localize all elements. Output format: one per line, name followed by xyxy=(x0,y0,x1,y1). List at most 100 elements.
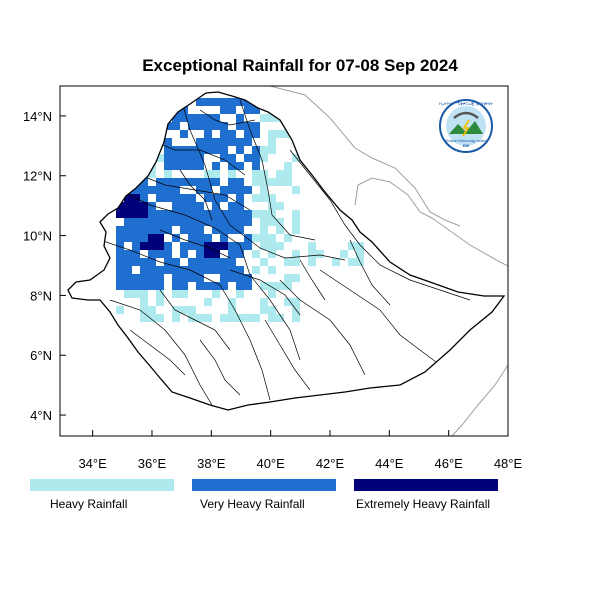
rainfall-cell xyxy=(156,178,164,186)
rainfall-cell xyxy=(292,250,300,258)
rainfall-cell xyxy=(236,146,244,154)
rainfall-cell xyxy=(140,266,148,274)
rainfall-cell xyxy=(212,282,220,290)
rainfall-cell xyxy=(148,218,156,226)
rainfall-cell xyxy=(156,298,164,306)
rainfall-cell xyxy=(212,266,220,274)
rainfall-cell xyxy=(124,210,132,218)
rainfall-cell xyxy=(220,314,228,322)
rainfall-cell xyxy=(180,130,188,138)
rainfall-cell xyxy=(164,186,172,194)
rainfall-cell xyxy=(188,274,196,282)
rainfall-cell xyxy=(292,210,300,218)
rainfall-cell xyxy=(188,242,196,250)
rainfall-cell xyxy=(252,210,260,218)
rainfall-cell xyxy=(148,226,156,234)
rainfall-cell xyxy=(116,234,124,242)
rainfall-cell xyxy=(124,194,132,202)
rainfall-cell xyxy=(156,250,164,258)
rainfall-cell xyxy=(164,210,172,218)
rainfall-cell xyxy=(284,274,292,282)
rainfall-cell xyxy=(132,218,140,226)
rainfall-cell xyxy=(268,290,276,298)
rainfall-cell xyxy=(188,306,196,314)
rainfall-cell xyxy=(252,154,260,162)
rainfall-cell xyxy=(292,98,300,106)
rainfall-cell xyxy=(204,146,212,154)
rainfall-cell xyxy=(244,130,252,138)
rainfall-cell xyxy=(196,258,204,266)
rainfall-cell xyxy=(156,242,164,250)
ethiopia-border xyxy=(67,91,506,411)
rainfall-cell xyxy=(260,186,268,194)
rainfall-cell xyxy=(276,202,284,210)
rainfall-cell xyxy=(116,306,124,314)
region-line xyxy=(99,239,271,401)
region-line xyxy=(179,94,346,261)
rainfall-cell xyxy=(164,170,172,178)
rainfall-cell xyxy=(260,306,268,314)
rainfall-cell xyxy=(132,290,140,298)
rainfall-cell xyxy=(220,146,228,154)
lon-tick-label: 42°E xyxy=(316,456,345,471)
rainfall-cell xyxy=(212,290,220,298)
rainfall-cell xyxy=(244,234,252,242)
rainfall-cell xyxy=(116,138,124,146)
rainfall-cell xyxy=(356,250,364,258)
rainfall-cell xyxy=(308,242,316,250)
rainfall-cell xyxy=(276,218,284,226)
rainfall-cell xyxy=(212,202,220,210)
lon-tick-label: 46°E xyxy=(434,456,463,471)
rainfall-cell xyxy=(260,170,268,178)
rainfall-cell xyxy=(156,98,164,106)
rainfall-cell xyxy=(116,226,124,234)
rainfall-cell xyxy=(116,266,124,274)
rainfall-cell xyxy=(228,274,236,282)
rainfall-cell xyxy=(252,178,260,186)
rainfall-cell xyxy=(180,202,188,210)
rainfall-cell xyxy=(124,98,132,106)
rainfall-cell xyxy=(268,194,276,202)
rainfall-cell xyxy=(260,298,268,306)
rainfall-cell xyxy=(132,242,140,250)
rainfall-cell xyxy=(236,314,244,322)
rainfall-cell xyxy=(180,154,188,162)
rainfall-cell xyxy=(164,266,172,274)
somaliland-border xyxy=(431,217,508,267)
rainfall-cell xyxy=(260,98,268,106)
rainfall-cell xyxy=(236,282,244,290)
rainfall-cell xyxy=(172,154,180,162)
rainfall-cell xyxy=(204,314,212,322)
rainfall-cell xyxy=(308,258,316,266)
rainfall-cell xyxy=(172,114,180,122)
rainfall-cell xyxy=(132,274,140,282)
rainfall-cell xyxy=(220,218,228,226)
rainfall-cell xyxy=(228,218,236,226)
rainfall-cell xyxy=(244,106,252,114)
rainfall-cell xyxy=(244,186,252,194)
rainfall-cell xyxy=(252,266,260,274)
rainfall-cell xyxy=(220,266,228,274)
rainfall-cell xyxy=(124,282,132,290)
lon-tick-label: 36°E xyxy=(138,456,167,471)
rainfall-cell xyxy=(172,186,180,194)
rainfall-cell xyxy=(220,154,228,162)
rainfall-cell xyxy=(180,162,188,170)
rainfall-cell xyxy=(188,234,196,242)
rainfall-cell xyxy=(180,306,188,314)
rainfall-cell xyxy=(156,274,164,282)
rainfall-cell xyxy=(212,146,220,154)
rainfall-cell xyxy=(348,242,356,250)
rainfall-cell xyxy=(124,258,132,266)
rainfall-cell xyxy=(212,218,220,226)
rainfall-cell xyxy=(204,170,212,178)
rainfall-cell xyxy=(228,98,236,106)
rainfall-cell xyxy=(156,154,164,162)
rainfall-cell xyxy=(276,178,284,186)
rainfall-cell xyxy=(212,122,220,130)
rainfall-cell xyxy=(164,218,172,226)
rainfall-cell xyxy=(140,306,148,314)
longitude-axis: 34°E 36°E 38°E 40°E 42°E 44°E 46°E 48°E xyxy=(78,430,522,471)
rainfall-cell xyxy=(172,290,180,298)
rainfall-cell xyxy=(204,218,212,226)
